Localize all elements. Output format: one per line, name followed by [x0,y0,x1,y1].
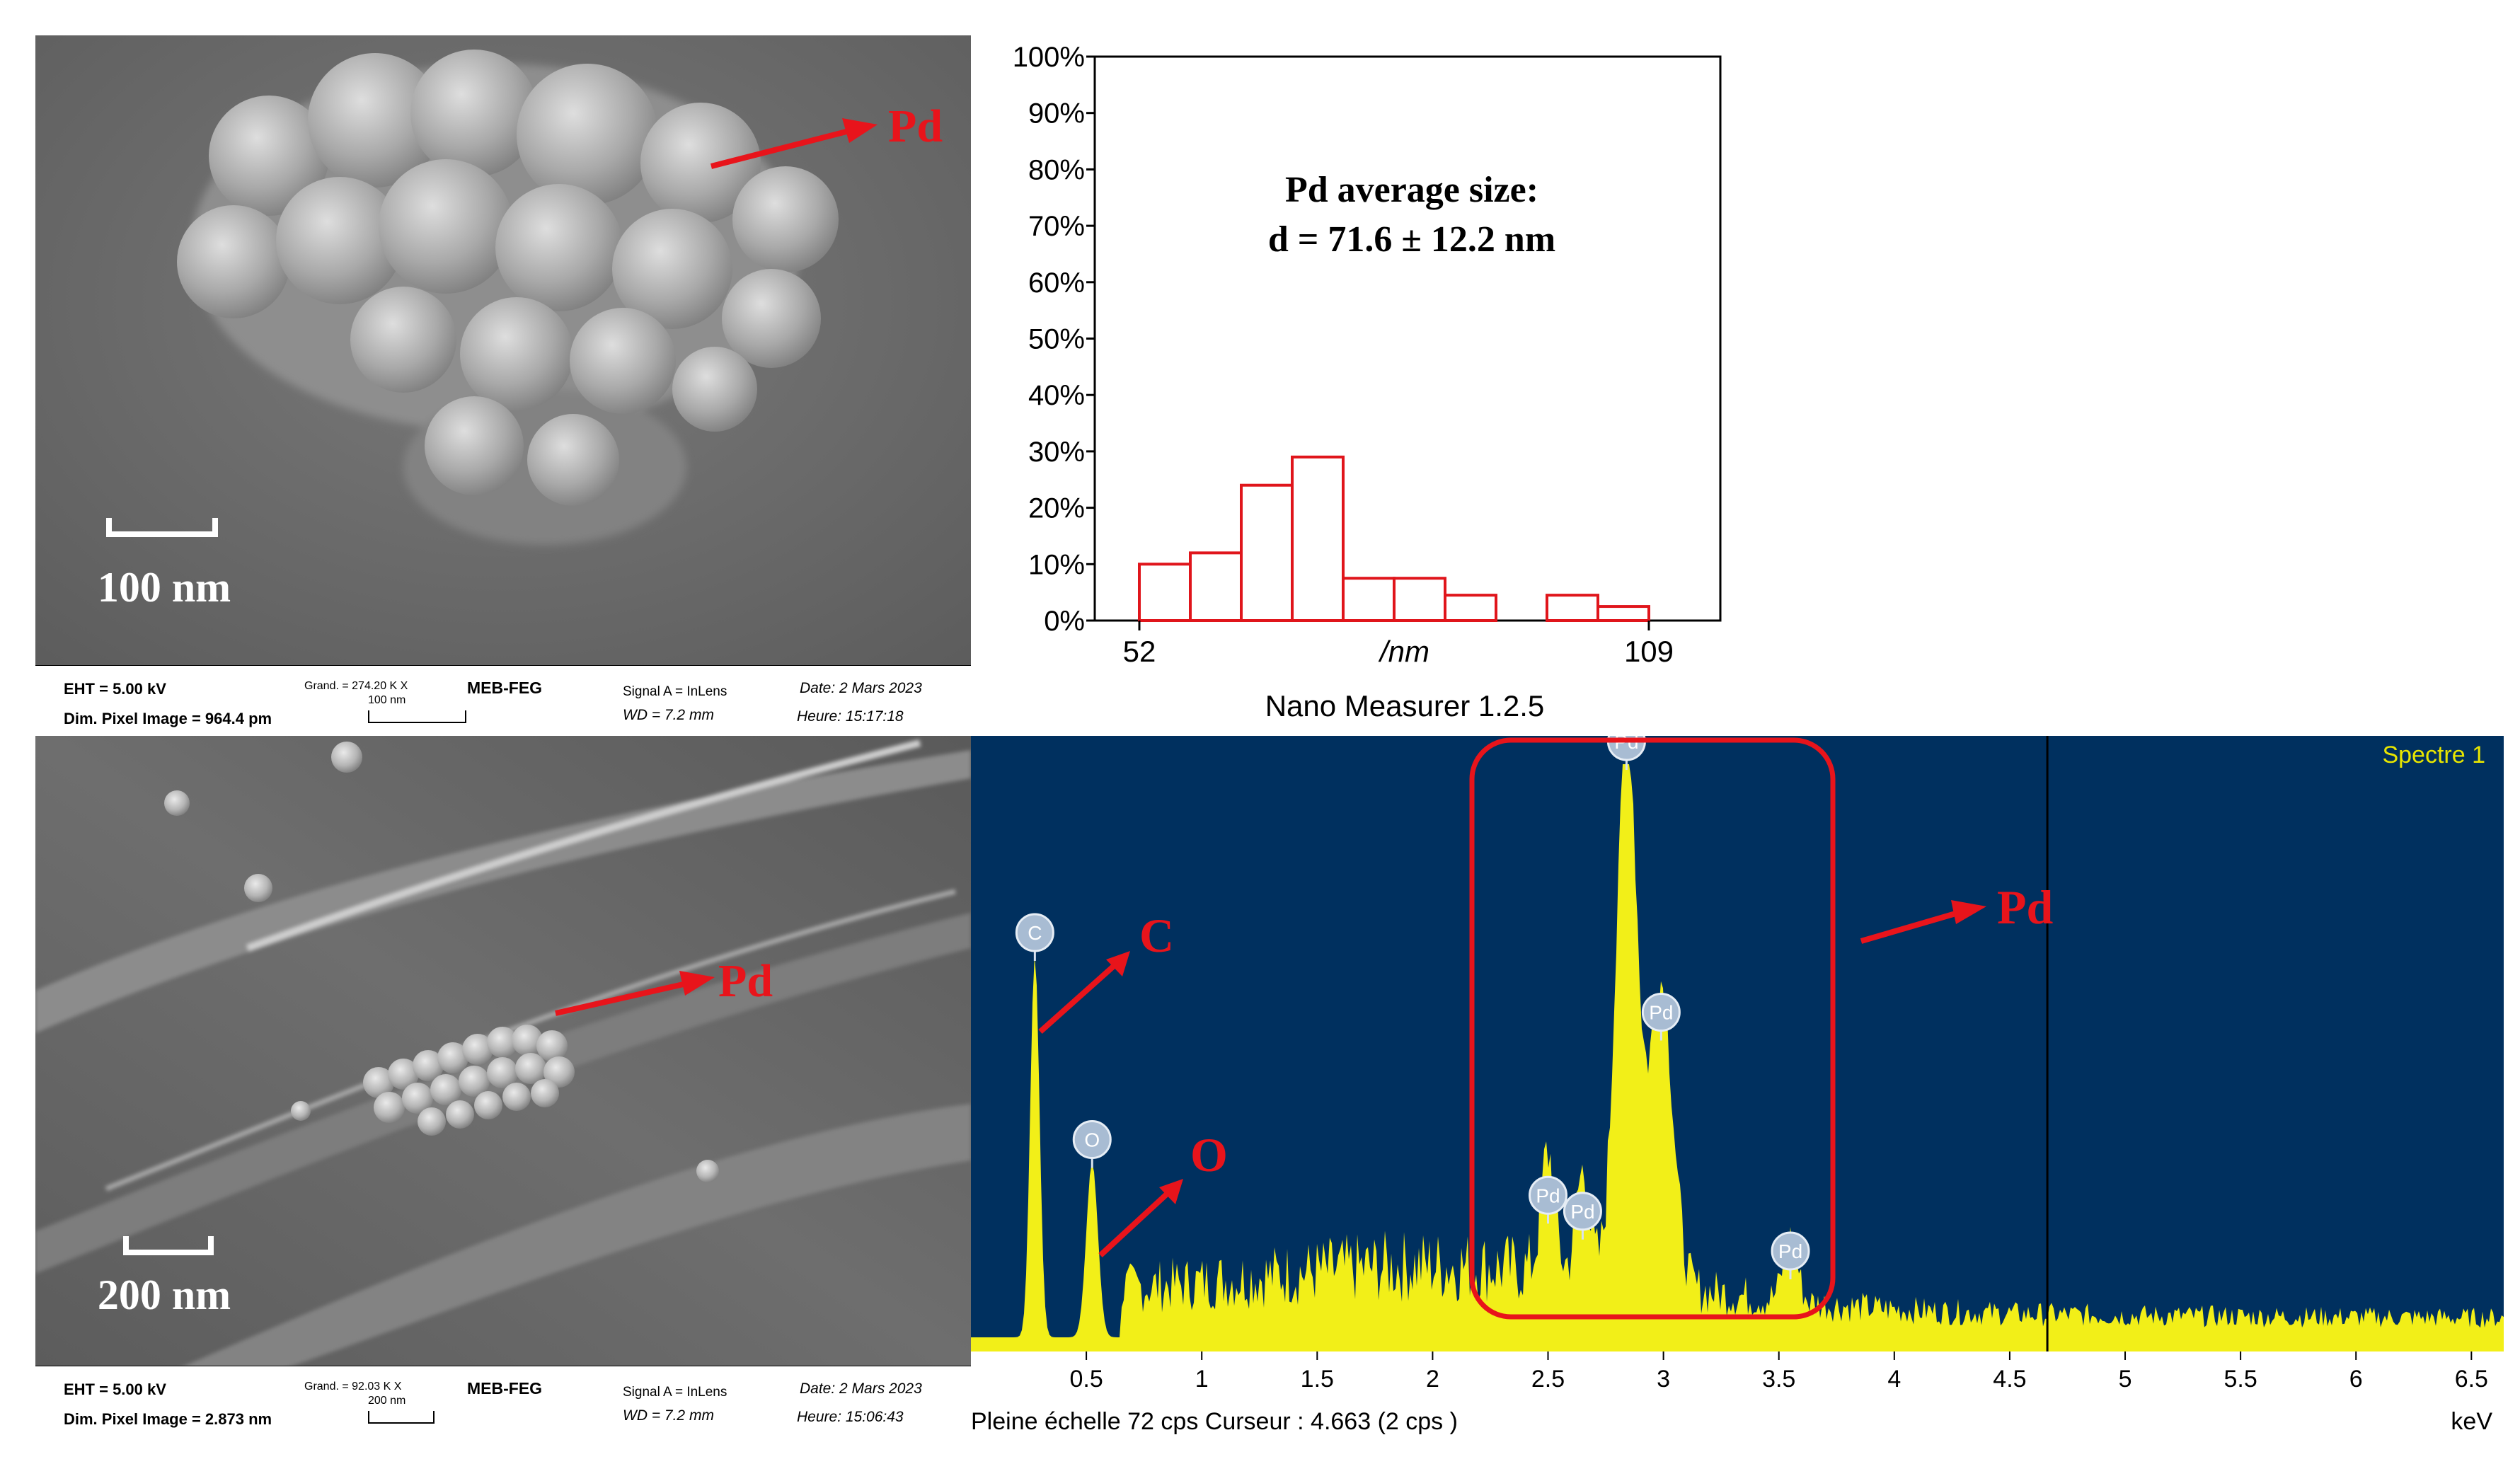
sem-info-bar-top: EHT = 5.00 kV Dim. Pixel Image = 964.4 p… [35,665,971,733]
svg-text:C: C [1028,922,1042,944]
sem-image-bottom: Pd 200 nm EHT = 5.00 kV Dim. Pixel Image… [35,736,971,1436]
spectrum-x-tick-label: 0.5 [1069,1366,1103,1393]
pd-label-bottom: Pd [718,955,773,1007]
y-tick-label: 60% [1028,267,1085,299]
y-tick-label: 80% [1028,154,1085,185]
spectrum-x-tick-label: 1 [1195,1366,1209,1393]
x-tick-max: 109 [1624,635,1674,668]
histogram-frame [1093,55,1722,622]
histogram-bar [1596,605,1650,623]
histogram-bar [1444,594,1497,623]
scale-label-bottom: 200 nm [98,1272,231,1318]
scale-bar-bottom [123,1236,214,1255]
eht-value: EHT = 5.00 kV [64,680,166,698]
pd-particle-cluster [177,50,839,506]
spectrum-x-tick-label: 6.5 [2455,1366,2488,1393]
y-tick-label: 40% [1028,380,1085,411]
c-annotation: C [1139,909,1174,962]
pixel-size: Dim. Pixel Image = 964.4 pm [64,710,272,727]
eht-value: EHT = 5.00 kV [64,1381,166,1398]
y-tick-label: 50% [1028,324,1085,355]
c-arrow [1038,959,1122,1034]
histogram-bar [1291,455,1345,622]
spectrum-title: Spectre 1 [2382,742,2485,768]
pd-arrow-top [710,128,850,169]
spectrum-x-tick-label: 6 [2349,1366,2363,1393]
peak-marker-o: O [1072,1120,1112,1168]
peak-marker-c: C [1015,913,1054,961]
instrument: MEB-FEG [467,1379,543,1397]
scale-label-top: 100 nm [98,564,231,611]
svg-text:Pd: Pd [1536,1185,1560,1206]
scale-bar-top [106,518,218,537]
peak-marker-pd: Pd [1563,1192,1602,1240]
y-tick-label: 70% [1028,211,1085,242]
pixel-size: Dim. Pixel Image = 2.873 nm [64,1410,272,1428]
date: Date: 2 Mars 2023 [800,680,922,696]
y-tick-label: 100% [1013,42,1085,73]
mag-scale-bar [368,710,466,723]
fiber-ridges [35,739,971,1369]
time: Heure: 15:06:43 [797,1409,904,1425]
svg-text:Pd: Pd [1570,1201,1594,1223]
svg-text:Pd: Pd [1778,1240,1802,1262]
spectrum-plot-area [971,736,2504,1351]
date: Date: 2 Mars 2023 [800,1381,922,1397]
magnification: Grand. = 274.20 K X [304,680,408,692]
signal: Signal A = InLens [623,1385,727,1400]
spectrum-x-tick-label: 5 [2119,1366,2132,1393]
peak-marker-pd: Pd [1771,1231,1810,1279]
time: Heure: 15:17:18 [797,708,904,725]
size-histogram: 0% 10% 20% 30% 40% 50% 60% 70% 80% 90% 100% Pd ave… [1013,42,1722,722]
pd-label-top: Pd [888,100,943,152]
eds-spectrum: C O Pd Pd Pd Pd Pd 0.5 1 1.5 2 2.5 3 3.5 4 4.5 5 5.5 6 6.5… [971,722,2504,1440]
svg-text:Pd: Pd [1649,1002,1673,1024]
y-tick-label: 90% [1028,98,1085,129]
pd-region-box [1469,737,1836,1320]
spectrum-x-tick-label: 4.5 [1993,1366,2026,1393]
mag-scale-label: 200 nm [368,1395,406,1407]
pd-particle-cluster-bottom [164,742,719,1182]
signal: Signal A = InLens [623,684,727,699]
spectrum-x-tick-label: 1.5 [1301,1366,1334,1393]
sem-image-top: Pd 100 nm EHT = 5.00 kV Dim. Pixel Image… [35,35,971,733]
eds-spectrum-panel: C O Pd Pd Pd Pd Pd 0.5 1 1.5 2 2.5 3 3.5 4 4.5 5 5.5 6 6.5… [971,722,2504,1440]
histogram-title: Pd average size: [1285,170,1538,210]
spectrum-x-tick-label: 5.5 [2223,1366,2257,1393]
histogram-subtitle: d = 71.6 ± 12.2 nm [1268,219,1555,260]
mag-scale-label: 100 nm [368,694,406,706]
spectrum-x-tick-label: 3 [1657,1366,1670,1393]
spectrum-x-unit: keV [2451,1408,2492,1435]
pd-arrow-bottom [555,981,687,1016]
svg-text:O: O [1084,1129,1100,1151]
peak-marker-pd: Pd [1529,1175,1568,1224]
y-tick-label: 10% [1028,549,1085,580]
mag-scale-bar [368,1411,435,1424]
pd-arrow-spectrum [1860,910,1960,944]
o-arrow [1098,1187,1175,1257]
histogram-panel: 0% 10% 20% 30% 40% 50% 60% 70% 80% 90% 100% Pd ave… [973,28,1751,736]
spectrum-x-tick-label: 4 [1887,1366,1901,1393]
sem-micrograph-top: Pd 100 nm [35,35,971,701]
y-tick-label: 30% [1028,437,1085,468]
spectrum-footer: Pleine échelle 72 cps Curseur : 4.663 (2… [971,1408,1458,1435]
instrument: MEB-FEG [467,679,543,697]
y-tick-label: 20% [1028,493,1085,524]
magnification: Grand. = 92.03 K X [304,1381,402,1393]
y-tick-label: 0% [1044,606,1085,637]
sem-info-bar-bottom: EHT = 5.00 kV Dim. Pixel Image = 2.873 n… [35,1366,971,1434]
x-axis-label: /nm [1378,635,1429,668]
x-tick-min: 52 [1123,635,1156,668]
spectrum-x-tick-label: 2 [1426,1366,1439,1393]
working-distance: WD = 7.2 mm [623,1407,714,1424]
spectrum-x-tick-label: 2.5 [1531,1366,1565,1393]
sem-micrograph-bottom: Pd 200 nm [35,736,971,1369]
o-annotation: O [1190,1128,1228,1182]
pd-annotation: Pd [1997,880,2054,934]
histogram-footer: Nano Measurer 1.2.5 [1265,689,1545,722]
peak-marker-pd: Pd [1641,993,1681,1041]
working-distance: WD = 7.2 mm [623,707,714,723]
spectrum-x-tick-label: 3.5 [1762,1366,1795,1393]
